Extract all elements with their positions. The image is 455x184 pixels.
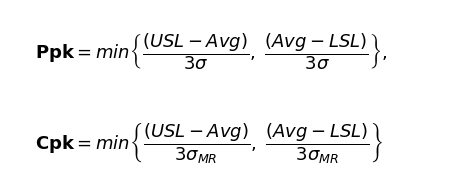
Text: $\mathbf{Ppk} = \mathit{min}\left\{\dfrac{(USL-Avg)}{3\sigma},\ \dfrac{(Avg-LSL): $\mathbf{Ppk} = \mathit{min}\left\{\dfra… <box>35 32 388 72</box>
Text: $\mathbf{Cpk} = \mathit{min}\left\{\dfrac{(USL-Avg)}{3\sigma_{MR}},\ \dfrac{(Avg: $\mathbf{Cpk} = \mathit{min}\left\{\dfra… <box>35 120 384 165</box>
